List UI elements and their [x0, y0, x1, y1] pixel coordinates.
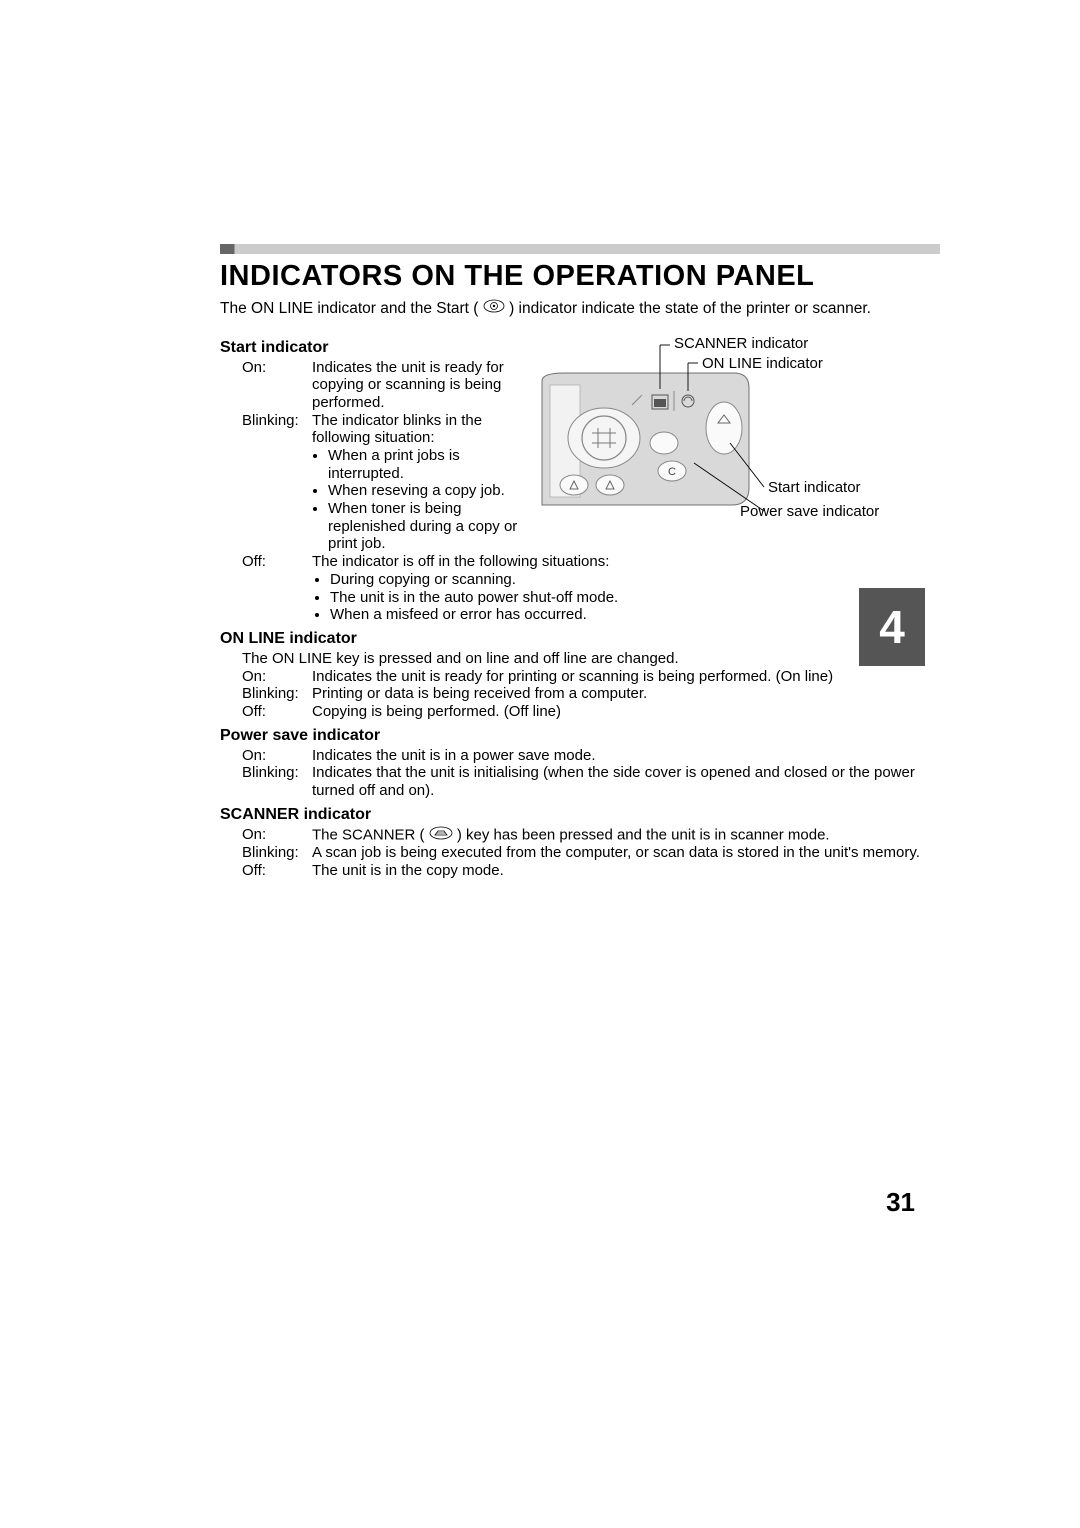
online-heading: ON LINE indicator	[220, 630, 940, 648]
svg-text:C: C	[668, 466, 676, 478]
callout-start: Start indicator	[768, 479, 861, 496]
powersave-blink-text: Indicates that the unit is initialising …	[312, 764, 940, 799]
start-on-entry: On: Indicates the unit is ready for copy…	[242, 359, 520, 412]
start-blink-bullets: When a print jobs is interrupted. When r…	[328, 447, 520, 553]
start-off-text: The indicator is off in the following si…	[312, 553, 940, 571]
bullet: When reseving a copy job.	[328, 482, 520, 500]
scanner-heading: SCANNER indicator	[220, 806, 940, 824]
scanner-blink-entry: Blinking: A scan job is being executed f…	[242, 844, 940, 862]
label-on: On:	[242, 359, 312, 412]
powersave-blink-entry: Blinking: Indicates that the unit is ini…	[242, 764, 940, 799]
scanner-on-entry: On: The SCANNER ( ) key has been pressed…	[242, 826, 940, 845]
panel-diagram: C SCANNER indicator ON LINE indicator	[534, 333, 928, 533]
scanner-on-b: ) key has been pressed and the unit is i…	[457, 826, 830, 843]
label-off: Off:	[242, 553, 312, 571]
label-blinking: Blinking:	[242, 764, 312, 799]
start-blink-entry: Blinking: The indicator blinks in the fo…	[242, 412, 520, 554]
label-blinking: Blinking:	[242, 412, 312, 554]
bullet: During copying or scanning.	[330, 571, 940, 589]
label-off: Off:	[242, 703, 312, 721]
online-blink-text: Printing or data is being received from …	[312, 685, 940, 703]
online-off-entry: Off: Copying is being performed. (Off li…	[242, 703, 940, 721]
scanner-on-text: The SCANNER ( ) key has been pressed and…	[312, 826, 940, 845]
left-column: Start indicator On: Indicates the unit i…	[220, 333, 520, 554]
label-blinking: Blinking:	[242, 685, 312, 703]
start-on-text: Indicates the unit is ready for copying …	[312, 359, 520, 412]
powersave-on-entry: On: Indicates the unit is in a power sav…	[242, 747, 940, 765]
online-off-text: Copying is being performed. (Off line)	[312, 703, 940, 721]
start-blink-text: The indicator blinks in the following si…	[312, 412, 482, 447]
title-rule	[220, 244, 940, 254]
start-heading: Start indicator	[220, 339, 520, 357]
online-on-entry: On: Indicates the unit is ready for prin…	[242, 668, 940, 686]
label-off: Off:	[242, 862, 312, 880]
scanner-button-icon	[429, 826, 453, 845]
bullet: When toner is being replenished during a…	[328, 500, 520, 553]
online-blink-entry: Blinking: Printing or data is being rece…	[242, 685, 940, 703]
scanner-off-text: The unit is in the copy mode.	[312, 862, 940, 880]
chapter-tab: 4	[859, 588, 925, 666]
scanner-blink-text: A scan job is being executed from the co…	[312, 844, 940, 862]
start-off-bullets: During copying or scanning. The unit is …	[330, 571, 940, 624]
bullet: The unit is in the auto power shut-off m…	[330, 589, 940, 607]
intro-part-b: ) indicator indicate the state of the pr…	[509, 300, 871, 317]
label-on: On:	[242, 747, 312, 765]
callout-scanner: SCANNER indicator	[674, 335, 808, 352]
start-button-icon	[483, 299, 505, 318]
label-blinking: Blinking:	[242, 844, 312, 862]
bullet: When a misfeed or error has occurred.	[330, 606, 940, 624]
start-blink-body: The indicator blinks in the following si…	[312, 412, 520, 554]
intro-text: The ON LINE indicator and the Start ( ) …	[220, 299, 940, 319]
document-page: INDICATORS ON THE OPERATION PANEL The ON…	[220, 244, 940, 880]
label-on: On:	[242, 668, 312, 686]
start-off-entry: Off: The indicator is off in the followi…	[242, 553, 940, 571]
label-on: On:	[242, 826, 312, 845]
page-title: INDICATORS ON THE OPERATION PANEL	[220, 260, 940, 293]
callout-powersave: Power save indicator	[740, 503, 879, 520]
callout-online: ON LINE indicator	[702, 355, 823, 372]
scanner-off-entry: Off: The unit is in the copy mode.	[242, 862, 940, 880]
bullet: When a print jobs is interrupted.	[328, 447, 520, 482]
intro-part-a: The ON LINE indicator and the Start (	[220, 300, 478, 317]
right-column: C SCANNER indicator ON LINE indicator	[534, 333, 940, 533]
page-number: 31	[886, 1187, 915, 1218]
online-intro: The ON LINE key is pressed and on line a…	[242, 650, 940, 668]
online-on-text: Indicates the unit is ready for printing…	[312, 668, 940, 686]
powersave-heading: Power save indicator	[220, 727, 940, 745]
two-column-region: Start indicator On: Indicates the unit i…	[220, 333, 940, 554]
scanner-on-a: The SCANNER (	[312, 826, 425, 843]
powersave-on-text: Indicates the unit is in a power save mo…	[312, 747, 940, 765]
